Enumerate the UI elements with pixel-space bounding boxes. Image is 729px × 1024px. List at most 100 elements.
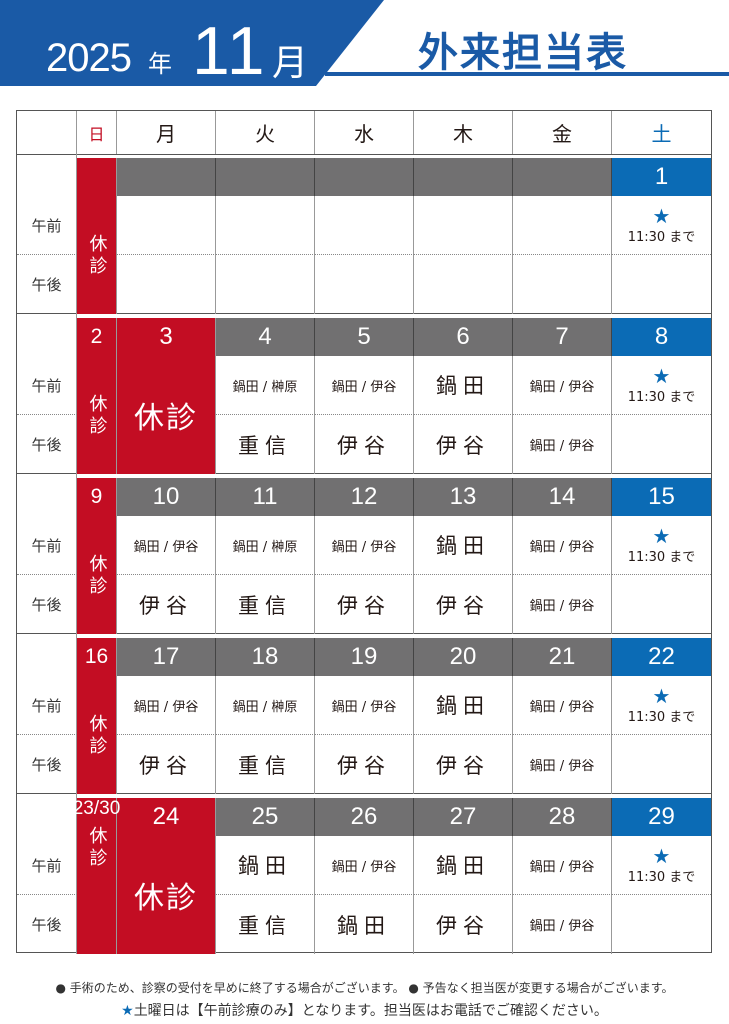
doctor-pm: 伊谷 [414,575,513,634]
sunday-date: 16 [84,645,109,668]
footer-note-2: ★土曜日は【午前診療のみ】となります。担当医はお電話でご確認ください。 [0,1000,729,1020]
star-icon: ★ [652,843,671,868]
doctor-am: 鍋田 / 伊谷 [513,516,612,575]
date-cell: 13 [414,478,513,516]
date-cell: 24 [117,798,216,836]
saturday-hours: 11:30 まで [627,709,696,725]
sunday-date: 23/30 [72,798,121,819]
label-pm: 午後 [17,895,77,954]
corner-cell [17,111,77,154]
doctor-am: 鍋田 / 榊原 [216,676,315,735]
doctor-am: 鍋田 / 榊原 [216,516,315,575]
doctor-am: 鍋田 / 伊谷 [315,836,414,895]
doctor-am: 鍋田 / 榊原 [216,356,315,415]
date-cell: 12 [315,478,414,516]
week-row: 午前 午後 2 休診 3 休診 4 鍋田 / 榊原 重信 5 鍋田 / 伊谷 伊谷 6 鍋田 伊谷 7 鍋田 /… [17,314,711,474]
doctor-am: 鍋田 [414,676,513,735]
star-icon: ★ [652,523,671,548]
sunday-closed: 休診 [86,394,108,438]
date-cell: 4 [216,318,315,356]
date-cell: 21 [513,638,612,676]
saturday-pm [612,895,711,954]
doctor-am: 鍋田 / 伊谷 [117,676,216,735]
weekday-header: 日 月 火 水 木 金 土 [17,111,711,155]
sunday-cell: 9 休診 [77,478,117,634]
doctor-am: 鍋田 [414,836,513,895]
date-cell: 20 [414,638,513,676]
date-cell: 28 [513,798,612,836]
header-banner [0,0,384,86]
doctor-am: 鍋田 / 伊谷 [117,516,216,575]
doctor-pm [513,255,612,314]
doctor-pm: 重信 [216,415,315,474]
page-title: 外来担当表 [418,30,628,76]
week-row: 午前 午後 9 休診 10 鍋田 / 伊谷 伊谷 11 鍋田 / 榊原 重信 12 鍋田 / 伊谷 伊谷… [17,474,711,634]
doctor-am: 鍋田 / 伊谷 [513,676,612,735]
week-row: 午前 午後 23/30 休診 24 休診 25 鍋田 重信 26 鍋田 / 伊谷 鍋田 27 鍋田 伊谷 28… [17,794,711,954]
sunday-date: 2 [90,325,103,348]
year-suffix: 年 [148,50,172,78]
doctor-pm: 鍋田 / 伊谷 [513,415,612,474]
weekday-fri: 金 [513,111,612,154]
date-cell: 17 [117,638,216,676]
doctor-pm: 鍋田 / 伊谷 [513,895,612,954]
saturday-hours: 11:30 まで [627,549,696,565]
doctor-pm: 重信 [216,895,315,954]
date-cell: 7 [513,318,612,356]
doctor-am [117,196,216,255]
doctor-pm: 重信 [216,575,315,634]
date-cell: 3 [117,318,216,356]
saturday-hours: 11:30 まで [627,389,696,405]
saturday-am: ★ 11:30 まで [612,516,711,575]
year: 2025 [46,36,132,80]
date-cell: 6 [414,318,513,356]
footer-note-2-text: 土曜日は【午前診療のみ】となります。担当医はお電話でご確認ください。 [133,1003,608,1019]
footer-note-1: ● 手術のため、診察の受付を早めに終了する場合がございます。 ● 予告なく担当医… [55,981,674,995]
doctor-pm: 伊谷 [315,735,414,794]
doctor-pm: 伊谷 [414,415,513,474]
saturday-pm [612,415,711,474]
sunday-date: 9 [90,485,103,508]
saturday-pm [612,735,711,794]
star-icon: ★ [652,683,671,708]
date-cell [315,158,414,196]
label-pm: 午後 [17,575,77,634]
week-row: 午前 午後 16 休診 17 鍋田 / 伊谷 伊谷 18 鍋田 / 榊原 重信 19 鍋田 / 伊谷伊… [17,634,711,794]
saturday-hours: 11:30 まで [627,869,696,885]
doctor-pm: 鍋田 [315,895,414,954]
schedule-table: 日 月 火 水 木 金 土 午前 午後 休診 1 ★ 11:30 まで 午前 午後 2 休診 3 休診… [16,110,712,954]
saturday-am: ★ 11:30 まで [612,196,711,255]
date-cell: 27 [414,798,513,836]
header-rule [325,72,729,76]
sunday-cell: 23/30 休診 [73,798,120,954]
closed-cell: 休診 [117,836,216,954]
date-cell [414,158,513,196]
saturday-am: ★ 11:30 まで [612,836,711,895]
doctor-am [315,196,414,255]
spacer [17,314,77,356]
date-cell: 11 [216,478,315,516]
weekday-sat: 土 [651,122,672,146]
label-am: 午前 [17,676,77,735]
date-cell: 10 [117,478,216,516]
spacer [17,474,77,516]
sunday-cell: 16 休診 [77,638,117,794]
doctor-pm: 鍋田 / 伊谷 [513,735,612,794]
weekday-sun: 日 [77,111,117,154]
doctor-pm: 伊谷 [117,575,216,634]
month: 11 [192,13,267,89]
spacer [17,154,77,196]
doctor-am [513,196,612,255]
date-cell: 14 [513,478,612,516]
label-am: 午前 [17,836,77,895]
saturday-pm [612,575,711,634]
week-row: 午前 午後 休診 1 ★ 11:30 まで [17,154,711,314]
star-icon: ★ [652,363,671,388]
doctor-pm: 鍋田 / 伊谷 [513,575,612,634]
sunday-closed: 休診 [86,826,108,870]
date-cell [513,158,612,196]
star-icon: ★ [121,1003,134,1019]
doctor-am [216,196,315,255]
doctor-pm: 伊谷 [414,895,513,954]
saturday-am: ★ 11:30 まで [612,676,711,735]
